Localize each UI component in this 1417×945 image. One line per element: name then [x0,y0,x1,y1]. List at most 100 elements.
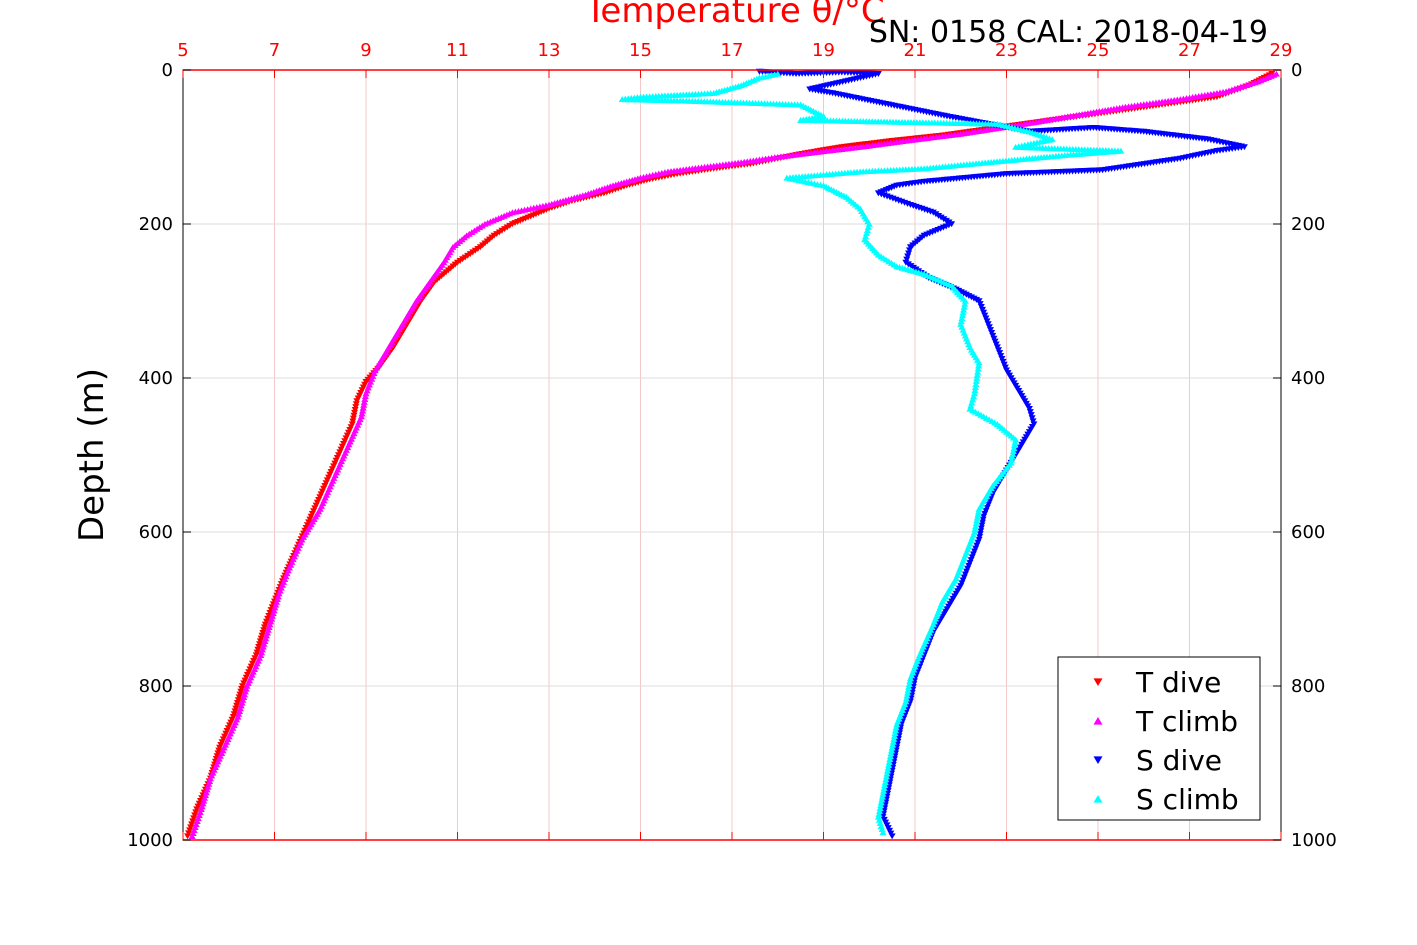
data-point [906,678,914,684]
series-s-dive [755,68,1248,840]
data-point [960,306,968,313]
y-tick-label-right: 600 [1291,522,1325,543]
data-point [972,520,980,527]
data-point [904,253,912,260]
data-point [192,809,200,816]
data-point [875,816,883,823]
data-point [864,223,872,230]
data-point [905,683,913,690]
data-point [891,730,899,736]
data-point [191,812,199,819]
data-point [193,806,201,813]
data-point [906,244,914,251]
data-point [970,390,978,397]
data-point [888,833,896,840]
data-point [893,721,901,728]
data-point [973,514,981,521]
data-point [886,753,894,760]
y-tick-label: 800 [139,676,173,697]
data-point [361,396,369,402]
data-point [184,833,192,840]
data-point [969,396,977,403]
x-tick-label: 25 [1087,40,1110,61]
data-point [883,770,891,777]
data-point [973,517,981,524]
y-axis-label: Depth (m) [72,368,112,542]
data-point [359,407,367,414]
y-tick-label-right: 400 [1291,368,1325,389]
data-point [967,402,975,409]
y-tick-label-right: 200 [1291,214,1325,235]
data-point [875,810,883,817]
data-point [904,686,912,693]
data-point [1027,412,1035,419]
data-point [878,796,886,803]
data-point [880,787,888,794]
y-tick-label: 1000 [127,830,173,851]
data-point [877,802,885,809]
x-tick-label: 11 [446,40,469,61]
data-point [889,738,897,745]
data-point [862,233,870,240]
series-s-climb [618,70,1125,836]
legend-marker [1093,794,1103,803]
data-point [974,368,982,375]
y-tick-label-right: 0 [1291,60,1302,81]
data-point [902,695,910,702]
data-point [890,732,898,739]
data-point [1010,445,1018,452]
series-layer [184,68,1280,840]
data-point [863,230,871,237]
y-tick-label: 600 [139,522,173,543]
data-point [906,675,914,682]
chart-subtitle: SN: 0158 CAL: 2018-04-19 [869,15,1268,50]
data-point [865,220,873,227]
data-point [188,833,196,839]
x-ticks: 5 7 9 11 13 15 17 19 21 23 25 27 29 [177,40,1292,840]
data-point [974,508,982,515]
data-point [957,318,965,325]
data-point [863,227,871,233]
legend-marker [1093,678,1103,687]
data-point [878,826,886,833]
data-point [878,793,886,800]
data-point [189,818,197,825]
data-point [1026,409,1034,416]
x-tick-label: 13 [538,40,561,61]
x-tick-label: 9 [360,40,371,61]
legend-box [1057,656,1261,821]
data-point [975,505,983,512]
data-point [889,741,897,748]
data-point [959,309,967,316]
data-point [968,399,976,406]
data-point [885,758,893,765]
data-point [881,781,889,788]
data-point [360,401,368,408]
data-point [971,387,979,394]
data-point [877,799,885,806]
data-point [960,303,968,310]
data-point [1025,406,1033,412]
data-point [361,393,369,400]
data-point [888,744,896,751]
data-point [190,815,198,822]
y-tick-label: 400 [139,368,173,389]
data-point [876,805,884,812]
data-point [975,362,983,369]
data-point [362,390,370,397]
x-tick-label: 5 [177,40,188,61]
data-point [904,689,912,696]
data-point [880,784,888,791]
y-ticks-right: 0 200 400 600 800 1000 [1273,60,1337,851]
data-point [186,827,194,834]
data-point [874,813,882,820]
x-tick-label: 23 [995,40,1018,61]
x-tick-label: 21 [904,40,927,61]
data-point [971,384,979,391]
data-point [887,750,895,757]
y-ticks-left: 0 200 400 600 800 1000 [127,60,191,851]
data-point [885,761,893,768]
data-point [905,250,913,257]
y-tick-label-right: 1000 [1291,830,1337,851]
